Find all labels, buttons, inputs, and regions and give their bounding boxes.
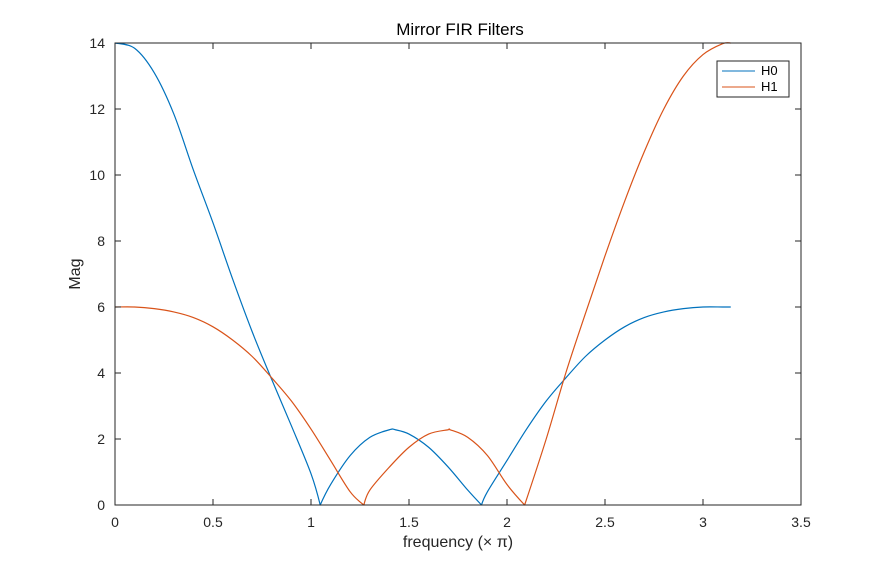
plot-area: 0 0.5 1 1.5 2 2.5 3 3.5 0 2 4 6 8 10 12 14 bbox=[89, 35, 811, 530]
legend-label-h1: H1 bbox=[761, 79, 778, 94]
series-line-h1 bbox=[114, 42, 731, 506]
y-axis-ticks: 0 2 4 6 8 10 12 14 bbox=[89, 35, 801, 513]
legend: H0 H1 bbox=[716, 60, 790, 98]
y-axis-label: Mag bbox=[67, 258, 84, 289]
y-tick-label: 4 bbox=[97, 365, 105, 381]
series-layer bbox=[114, 42, 731, 506]
x-axis-ticks: 0 0.5 1 1.5 2 2.5 3 3.5 bbox=[111, 43, 811, 530]
y-tick-label: 14 bbox=[89, 35, 105, 51]
axes-box bbox=[114, 42, 802, 506]
x-tick-label: 3.5 bbox=[791, 514, 811, 530]
x-axis-label: frequency (× π) bbox=[403, 534, 513, 551]
y-tick-label: 10 bbox=[89, 167, 105, 183]
x-tick-label: 1.5 bbox=[399, 514, 419, 530]
y-tick-label: 2 bbox=[97, 431, 105, 447]
legend-box bbox=[716, 60, 790, 98]
x-tick-label: 2 bbox=[503, 514, 511, 530]
axes-background bbox=[115, 43, 801, 505]
x-tick-label: 3 bbox=[699, 514, 707, 530]
y-tick-label: 0 bbox=[97, 497, 105, 513]
x-tick-label: 0 bbox=[111, 514, 119, 530]
y-tick-label: 12 bbox=[89, 101, 105, 117]
y-tick-label: 8 bbox=[97, 233, 105, 249]
x-tick-label: 1 bbox=[307, 514, 315, 530]
x-tick-label: 2.5 bbox=[595, 514, 615, 530]
x-tick-label: 0.5 bbox=[203, 514, 223, 530]
legend-label-h0: H0 bbox=[761, 63, 778, 78]
y-tick-label: 6 bbox=[97, 299, 105, 315]
chart-title: Mirror FIR Filters bbox=[396, 20, 523, 39]
